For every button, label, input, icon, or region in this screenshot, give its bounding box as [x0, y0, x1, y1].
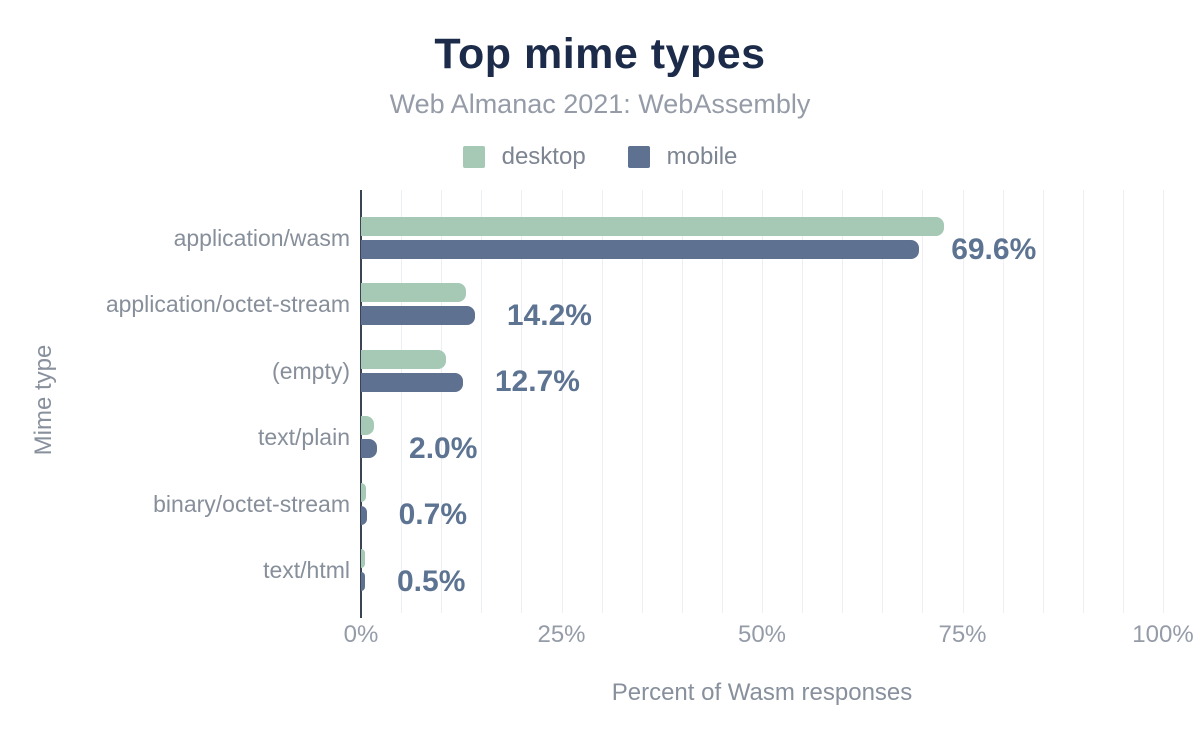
- bar-desktop: [361, 349, 446, 369]
- value-label: 12.7%: [494, 365, 580, 399]
- gridline-75: [962, 190, 964, 613]
- gridline-5: [401, 190, 403, 613]
- legend-swatch-mobile: [627, 146, 650, 168]
- x-tick-label-25: 25%: [537, 621, 586, 648]
- bar-desktop: [361, 283, 467, 303]
- bar-desktop: [361, 217, 945, 236]
- category-label: text/html: [263, 557, 350, 583]
- legend-label-desktop: desktop: [501, 143, 586, 170]
- bar-mobile: [361, 240, 920, 259]
- gridline-45: [721, 190, 723, 613]
- x-tick-label-75: 75%: [938, 621, 987, 648]
- legend-label-mobile: mobile: [666, 143, 738, 170]
- bar-desktop: [361, 416, 374, 436]
- value-label: 69.6%: [951, 232, 1037, 266]
- gridline-40: [681, 190, 683, 613]
- bar-mobile: [361, 439, 378, 459]
- gridline-85: [1042, 190, 1044, 613]
- gridline-50: [762, 190, 763, 613]
- x-axis-title: Percent of Wasm responses: [611, 679, 913, 706]
- y-axis-line: [360, 190, 362, 618]
- chart-title: Top mime types: [434, 30, 766, 78]
- gridline-20: [521, 190, 523, 613]
- category-label: (empty): [272, 357, 350, 384]
- gridline-15: [481, 190, 483, 613]
- value-label: 2.0%: [409, 431, 478, 465]
- bar-mobile: [361, 572, 365, 591]
- gridline-65: [882, 190, 884, 613]
- bar-mobile: [361, 306, 475, 326]
- category-label: text/plain: [257, 424, 350, 451]
- gridline-55: [802, 190, 804, 613]
- x-tick-label-100: 100%: [1132, 621, 1194, 648]
- legend-swatch-desktop: [462, 146, 485, 168]
- legend-item-desktop: desktop: [462, 143, 586, 171]
- chart-subtitle: Web Almanac 2021: WebAssembly: [389, 89, 811, 119]
- gridline-30: [601, 190, 603, 613]
- gridline-95: [1122, 190, 1124, 613]
- gridline-35: [641, 190, 643, 613]
- gridline-100: [1163, 190, 1164, 613]
- category-label: application/octet-stream: [105, 291, 350, 318]
- gridline-90: [1082, 190, 1084, 613]
- category-label: binary/octet-stream: [153, 490, 350, 517]
- bar-mobile: [361, 505, 367, 525]
- gridline-70: [922, 190, 924, 613]
- value-label: 0.5%: [397, 564, 466, 598]
- category-label: application/wasm: [173, 225, 350, 251]
- value-label: 14.2%: [506, 298, 592, 332]
- x-tick-label-0: 0%: [343, 621, 379, 648]
- bar-desktop: [361, 549, 365, 568]
- bar-mobile: [361, 372, 463, 392]
- value-label: 0.7%: [398, 498, 467, 532]
- gridline-25: [561, 190, 563, 613]
- chart-legend: desktop mobile: [0, 143, 1200, 171]
- x-tick-label-50: 50%: [737, 621, 787, 648]
- legend-item-mobile: mobile: [627, 143, 738, 171]
- y-axis-title-text: Mime type: [30, 344, 57, 456]
- gridline-60: [842, 190, 844, 613]
- gridline-10: [441, 190, 443, 613]
- bar-desktop: [361, 482, 366, 502]
- gridline-80: [1002, 190, 1004, 613]
